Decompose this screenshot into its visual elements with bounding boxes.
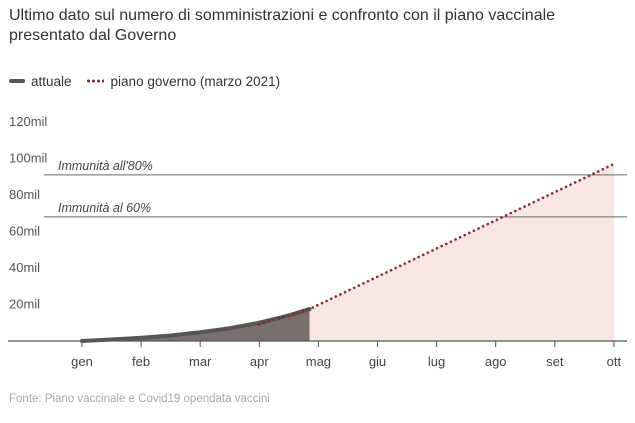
legend-label-actual: attuale <box>31 73 72 89</box>
legend-swatch-actual <box>9 79 25 83</box>
y-tick-label: 120mil <box>9 114 47 129</box>
y-tick-label: 20mil <box>9 297 40 312</box>
x-tick-label: mar <box>189 354 212 369</box>
plan-area <box>309 163 614 341</box>
legend-swatch-plan <box>85 79 104 83</box>
legend: attuale piano governo (marzo 2021) <box>9 72 280 90</box>
chart-title: Ultimo dato sul numero di somministrazio… <box>9 7 556 44</box>
x-tick-label: set <box>546 354 564 369</box>
x-tick-label: ott <box>607 354 622 369</box>
y-tick-label: 80mil <box>9 187 40 202</box>
x-tick-label: ago <box>485 354 507 369</box>
x-tick-label: lug <box>428 354 445 369</box>
x-tick-label: apr <box>250 354 269 369</box>
reference-line-label: Immunità al 60% <box>58 201 151 215</box>
actual-area <box>82 309 310 341</box>
reference-line-label: Immunità all'80% <box>58 159 153 173</box>
x-tick-label: feb <box>132 354 150 369</box>
legend-label-plan: piano governo (marzo 2021) <box>110 73 281 89</box>
x-tick-label: gen <box>71 354 93 369</box>
y-tick-label: 100mil <box>9 151 47 166</box>
x-tick-label: giu <box>369 354 386 369</box>
x-tick-label: mag <box>306 354 331 369</box>
source-note: Fonte: Piano vaccinale e Covid19 opendat… <box>9 393 270 405</box>
y-tick-label: 60mil <box>9 224 40 239</box>
y-tick-label: 40mil <box>9 260 40 275</box>
